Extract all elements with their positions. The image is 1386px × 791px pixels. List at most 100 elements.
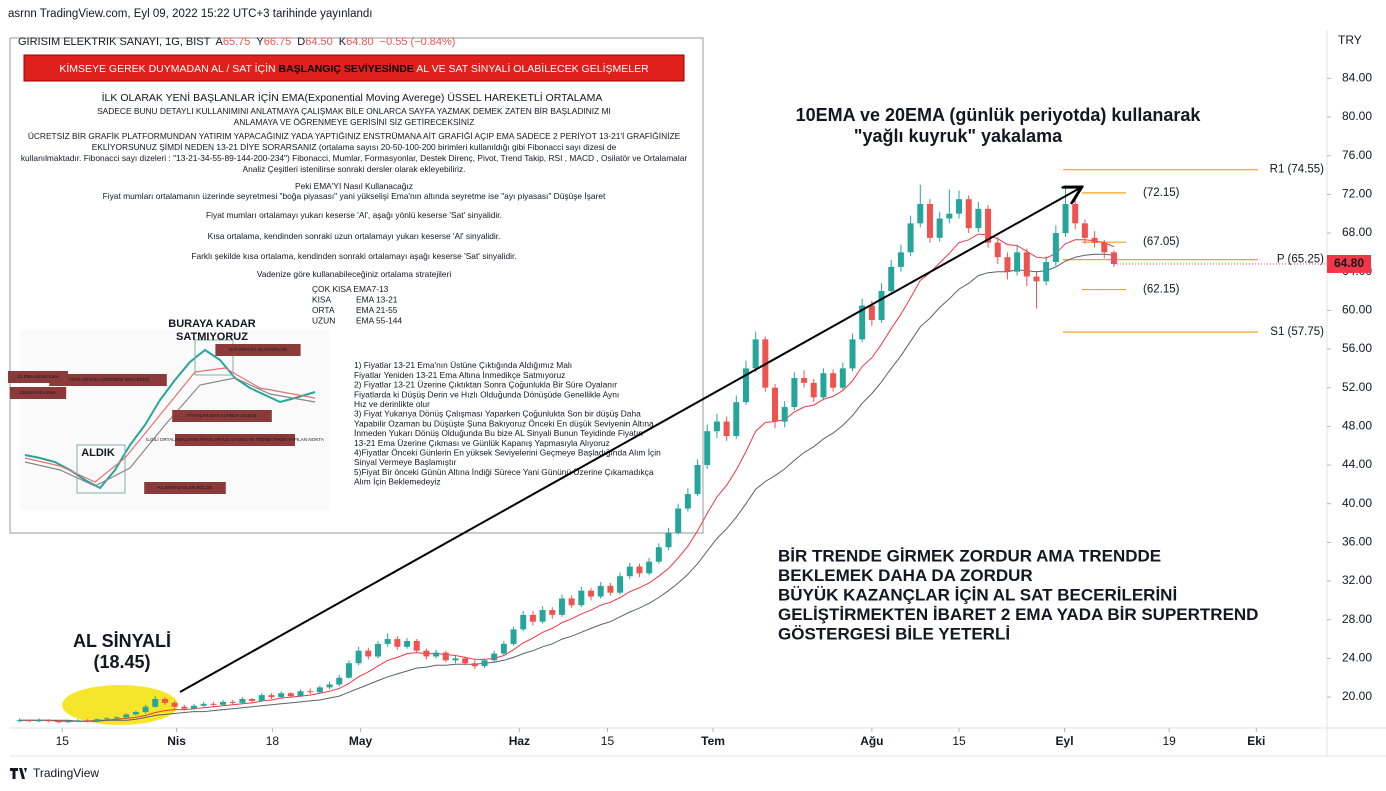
strategy-name: ORTA: [312, 305, 335, 315]
ohlc-value: 64.50: [305, 36, 333, 48]
y-tick-label: 52.00: [1342, 380, 1372, 394]
candle-body: [26, 720, 33, 722]
inset-callout: [144, 482, 226, 494]
ohlc-key: A: [216, 36, 224, 48]
ema-line: [19, 253, 1115, 722]
candle-body: [384, 639, 391, 644]
candle-body: [1072, 204, 1079, 224]
panel-line: Peki EMA'YI Nasıl Kullanacağız: [295, 181, 413, 191]
candle-body: [152, 698, 159, 707]
candle-body: [229, 701, 236, 703]
candle-body: [588, 590, 595, 597]
candle-body: [123, 714, 130, 718]
strategy-name: UZUN: [312, 316, 335, 326]
candle-body: [897, 252, 904, 267]
x-tick-label: 15: [601, 734, 615, 748]
inset-callout: [172, 410, 272, 422]
inset-callout: [215, 344, 301, 356]
candle-body: [704, 431, 711, 466]
level-label: S1 (57.75): [1270, 326, 1324, 338]
candle-body: [510, 629, 517, 644]
y-tick-label: 48.00: [1342, 419, 1372, 433]
ohlc-key: K: [339, 36, 347, 48]
candle-body: [907, 223, 914, 253]
y-tick-label: 24.00: [1342, 651, 1372, 665]
panel-line: EKLİYORSUNUZ ŞİMDİ NEDEN 13-21 DİYE SORA…: [92, 142, 617, 152]
signal-note: AL SİNYALİ: [73, 631, 171, 651]
trend-arrow: [179, 188, 1080, 693]
candle-body: [801, 378, 808, 383]
candle-body: [772, 387, 779, 422]
inset-buy: ALDIK: [81, 447, 115, 459]
candle-body: [1014, 252, 1021, 272]
candle-body: [675, 508, 682, 533]
inset-ema-long: [24, 377, 316, 487]
ohlc-key: D: [297, 36, 305, 48]
trend-note: BÜYÜK KAZANÇLAR İÇİN AL SAT BECERİLERİNİ: [778, 585, 1177, 604]
panel-line: Analiz Çeşitleri istenilirse sonraki der…: [243, 164, 466, 174]
signal-note: (18.45): [93, 652, 150, 672]
strategy-ema: EMA 21-55: [356, 305, 398, 315]
inset-sell-zone: [194, 339, 234, 376]
candle-body: [297, 691, 304, 697]
candle-body: [936, 218, 943, 238]
candle-body: [74, 720, 81, 722]
candle-body: [210, 703, 217, 705]
candle-body: [839, 368, 846, 388]
candle-body: [471, 663, 478, 667]
candle-body: [520, 614, 527, 630]
x-tick-label: 15: [56, 734, 70, 748]
strategy-name: KISA: [312, 295, 331, 305]
candle-body: [365, 650, 372, 657]
rule-line: 4)Fiyatlar Önceki Günlerin En yüksek Sev…: [354, 448, 661, 458]
x-tick-label: Nis: [167, 734, 186, 748]
panel-line: ANLAMAYA VE ÖĞRENMEYE GERİSİNİ SİZ GETİR…: [234, 117, 475, 127]
candle-body: [558, 598, 565, 615]
last-price-label: 64.80: [1334, 256, 1364, 270]
inset-callout-text: 13EMA KISA EMA: [19, 390, 57, 395]
candle-body: [355, 650, 362, 664]
level-label: (67.05): [1143, 236, 1180, 248]
symbol-line: GIRISIM ELEKTRIK SANAYI, 1G, BIST A65.75 Y…: [18, 36, 455, 48]
inset-title: BURAYA KADAR: [168, 318, 255, 330]
candle-body: [617, 576, 624, 593]
candle-body: [65, 721, 72, 723]
y-tick-label: 68.00: [1342, 225, 1372, 239]
info-panel: KİMSEYE GEREK DUYMADAN AL / SAT İÇİN BAŞ…: [8, 37, 704, 534]
panel-banner: [23, 54, 685, 82]
x-tick-label: Ağu: [860, 734, 883, 748]
method-note: "yağlı kuyruk" yakalama: [854, 126, 1063, 146]
candle-body: [142, 706, 149, 713]
candle-body: [84, 720, 91, 722]
rule-line: Alım İçin Beklemedeyiz: [354, 477, 441, 487]
candle-body: [413, 640, 420, 651]
candle-body: [917, 204, 924, 224]
candle-body: [481, 660, 488, 667]
candle-body: [655, 547, 662, 562]
candle-body: [985, 208, 992, 243]
candle-body: [752, 339, 759, 369]
candle-body: [132, 712, 139, 715]
inset-ema-short: [24, 367, 316, 483]
candle-body: [965, 199, 972, 229]
candle-body: [1043, 262, 1050, 282]
rule-line: Fiyatlar Yeniden 13-21 Ema Altına İnmedi…: [354, 370, 565, 380]
ohlc-value: 66.75: [264, 36, 292, 48]
inset-callout-text: FİYATLAR EMA ALTINDA DÜŞÜŞ: [187, 412, 256, 418]
candle-body: [336, 677, 343, 685]
candle-body: [258, 695, 265, 701]
candle-body: [694, 465, 701, 495]
candle-body: [956, 199, 963, 214]
level-label: R1 (74.55): [1270, 164, 1325, 176]
candle-body: [1052, 233, 1059, 263]
candle-body: [1091, 237, 1098, 243]
banner-part: AL VE SAT SİNYALİ OLABİLECEK GELİŞMELER: [414, 62, 649, 75]
candle-body: [1062, 204, 1069, 234]
banner-text: KİMSEYE GEREK DUYMADAN AL / SAT İÇİN BAŞ…: [59, 62, 649, 75]
candle-body: [742, 368, 749, 403]
candle-body: [849, 339, 856, 369]
candle-body: [452, 658, 459, 661]
banner-part: KİMSEYE GEREK DUYMADAN AL / SAT İÇİN: [59, 62, 278, 75]
trend-note: GELİŞTİRMEKTEN İBARET 2 EMA YADA BİR SUP…: [778, 605, 1258, 624]
